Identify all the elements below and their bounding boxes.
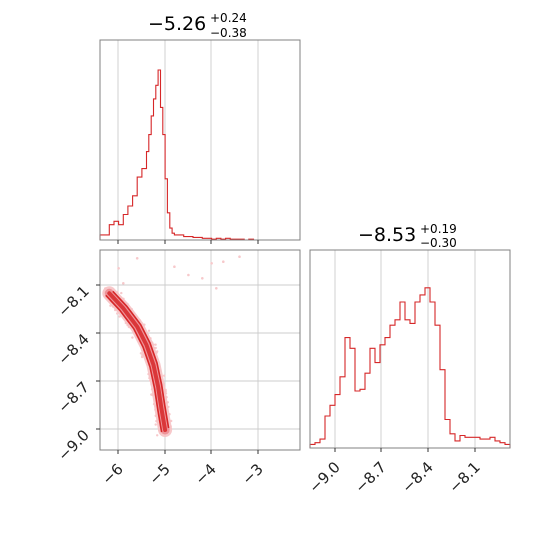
- hist-y-ticks: [334, 448, 476, 452]
- scatter-outlier: [238, 255, 241, 258]
- scatter-outlier: [215, 287, 218, 290]
- scatter-point: [131, 336, 134, 339]
- y-ticklabel-neg8-7: −8.7: [54, 378, 92, 416]
- scatter-outlier: [173, 265, 176, 269]
- hist-x-title-minus: −0.38: [210, 26, 247, 40]
- scatter-point: [116, 312, 119, 315]
- scatter-outlier: [122, 282, 125, 285]
- hist-y-steps: [309, 287, 511, 448]
- scatter-outlier: [201, 277, 204, 280]
- y-ticklabel-neg8-1: −8.1: [54, 282, 92, 320]
- x-ticklabel-neg6: −6: [98, 460, 126, 488]
- hist-y-grid: [334, 250, 476, 448]
- scatter-outlier: [187, 273, 190, 277]
- 2d-contours: [102, 286, 173, 437]
- scatter-point: [118, 315, 121, 318]
- panel-hist-y: −8.53 +0.19 −0.30 −9.0 −8.7 −8.4 −8.1: [305, 222, 511, 497]
- y-ticklabel-neg9-0: −9.0: [54, 426, 92, 464]
- scatter-point: [154, 343, 157, 346]
- hist-y-frame: [309, 249, 511, 449]
- panel-2d: −6 −5 −4 −3 −8.1 −8.4 −8.7 −9.0: [54, 249, 301, 488]
- 2d-points: [103, 255, 241, 437]
- contour-level-3: [107, 291, 168, 432]
- x-ticklabel-neg5: −5: [145, 460, 173, 488]
- contour-outline: [112, 290, 170, 429]
- scatter-outlier: [222, 260, 225, 264]
- scatter-point: [120, 291, 123, 295]
- scatter-point: [139, 352, 143, 355]
- hist-y-ticklabel-3: −8.1: [445, 458, 483, 496]
- scatter-point: [154, 423, 157, 426]
- scatter-point: [156, 350, 159, 353]
- y-ticklabel-neg8-4: −8.4: [54, 330, 92, 368]
- 2d-x-ticklabels: −6 −5 −4 −3: [98, 460, 266, 488]
- 2d-frame: [99, 249, 301, 451]
- hist-y-ticklabels: −9.0 −8.7 −8.4 −8.1: [305, 458, 483, 496]
- hist-x-ticks: [117, 240, 259, 244]
- scatter-point: [156, 434, 159, 437]
- 2d-grid: [100, 250, 300, 450]
- hist-y-ticklabel-0: −9.0: [305, 458, 343, 496]
- scatter-outlier: [210, 262, 213, 265]
- hist-x-title-median: −5.26: [148, 13, 206, 35]
- hist-y-title-minus: −0.30: [420, 236, 457, 250]
- x-ticklabel-neg3: −3: [238, 460, 266, 488]
- hist-y-ticklabel-2: −8.4: [398, 458, 436, 496]
- hist-x-title-plus: +0.24: [210, 11, 247, 25]
- x-ticklabel-neg4: −4: [191, 460, 219, 488]
- scatter-point: [147, 329, 151, 332]
- scatter-point: [140, 355, 144, 359]
- hist-x-frame: [99, 39, 301, 241]
- hist-y-ticklabel-1: −8.7: [351, 458, 389, 496]
- hist-y-title-median: −8.53: [358, 224, 416, 246]
- scatter-point: [163, 374, 166, 377]
- contour-outline: [105, 294, 163, 433]
- 2d-y-ticklabels: −8.1 −8.4 −8.7 −9.0: [54, 282, 92, 464]
- panel-hist-x: −5.26 +0.24 −0.38: [99, 11, 301, 244]
- 2d-ticks: [96, 284, 259, 454]
- scatter-outlier: [135, 257, 139, 260]
- scatter-outlier: [117, 267, 120, 270]
- hist-x-grid: [117, 40, 259, 240]
- hist-y-title-plus: +0.19: [420, 222, 457, 236]
- hist-x-steps: [99, 69, 300, 241]
